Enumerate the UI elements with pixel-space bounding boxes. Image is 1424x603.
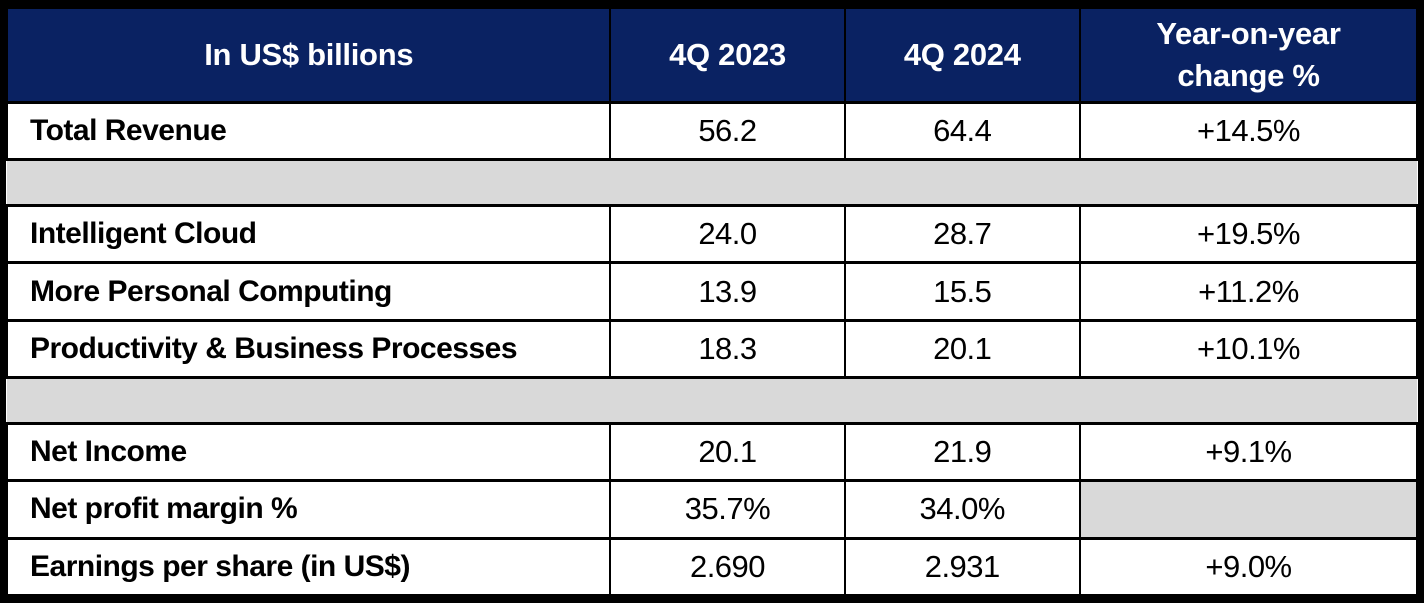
- value-yoy-change-empty: [1078, 479, 1419, 540]
- spacer-row: [7, 158, 1417, 208]
- value-q4-2023: 56.2: [609, 100, 846, 162]
- value-yoy-change: +9.0%: [1078, 536, 1419, 598]
- row-label: Total Revenue: [5, 100, 612, 162]
- value-q4-2023: 2.690: [609, 536, 846, 598]
- row-label: Net Income: [5, 421, 612, 483]
- spacer-row: [7, 376, 1417, 425]
- header-cell-metric: In US$ billions: [5, 6, 612, 104]
- value-q4-2023: 35.7%: [609, 479, 846, 540]
- value-yoy-change: +19.5%: [1078, 204, 1419, 265]
- value-q4-2024: 28.7: [843, 204, 1081, 265]
- value-yoy-change: +9.1%: [1078, 421, 1419, 483]
- spacer-band: [7, 158, 1417, 208]
- header-label-units: In US$ billions: [204, 37, 414, 73]
- table-header-row: In US$ billions 4Q 2023 4Q 2024 Year-on-…: [5, 6, 1419, 104]
- value-yoy-change: +14.5%: [1078, 100, 1419, 162]
- row-label: Net profit margin %: [5, 479, 612, 540]
- value-q4-2024: 34.0%: [843, 479, 1081, 540]
- value-q4-2024: 2.931: [843, 536, 1081, 598]
- value-yoy-change: +11.2%: [1078, 261, 1419, 322]
- row-label: Productivity & Business Processes: [5, 318, 612, 380]
- value-yoy-change: +10.1%: [1078, 318, 1419, 380]
- table-row-intelligent-cloud: Intelligent Cloud 24.0 28.7 +19.5%: [5, 204, 1419, 265]
- table-row-productivity-business-processes: Productivity & Business Processes 18.3 2…: [5, 318, 1419, 380]
- row-label: More Personal Computing: [5, 261, 612, 322]
- table-row-total-revenue: Total Revenue 56.2 64.4 +14.5%: [5, 100, 1419, 162]
- value-q4-2023: 13.9: [609, 261, 846, 322]
- value-q4-2023: 24.0: [609, 204, 846, 265]
- header-label-yoy-change: Year-on-year change %: [1156, 16, 1341, 93]
- row-label: Intelligent Cloud: [5, 204, 612, 265]
- value-q4-2024: 15.5: [843, 261, 1081, 322]
- header-cell-q4-2023: 4Q 2023: [609, 6, 846, 104]
- header-cell-yoy-change: Year-on-year change %: [1078, 6, 1419, 104]
- value-q4-2024: 20.1: [843, 318, 1081, 380]
- header-cell-q4-2024: 4Q 2024: [843, 6, 1081, 104]
- value-q4-2023: 18.3: [609, 318, 846, 380]
- header-label-q4-2024: 4Q 2024: [903, 37, 1021, 73]
- header-label-q4-2023: 4Q 2023: [669, 37, 786, 73]
- spacer-band: [7, 376, 1417, 425]
- value-q4-2024: 64.4: [843, 100, 1081, 162]
- table-row-net-income: Net Income 20.1 21.9 +9.1%: [5, 421, 1419, 483]
- table-row-more-personal-computing: More Personal Computing 13.9 15.5 +11.2%: [5, 261, 1419, 322]
- table-row-net-profit-margin: Net profit margin % 35.7% 34.0%: [5, 479, 1419, 540]
- quarterly-results-table: In US$ billions 4Q 2023 4Q 2024 Year-on-…: [5, 6, 1419, 598]
- table-row-earnings-per-share: Earnings per share (in US$) 2.690 2.931 …: [5, 536, 1419, 598]
- value-q4-2023: 20.1: [609, 421, 846, 483]
- value-q4-2024: 21.9: [843, 421, 1081, 483]
- row-label: Earnings per share (in US$): [5, 536, 612, 598]
